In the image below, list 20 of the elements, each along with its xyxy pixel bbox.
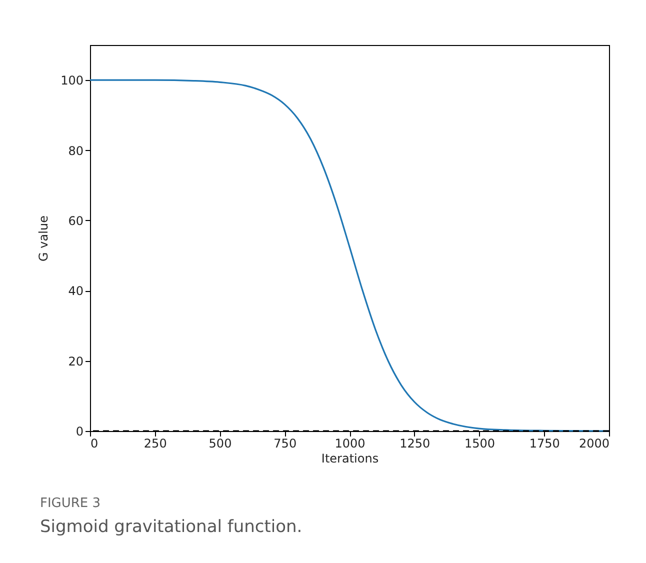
x-tick-label: 250: [144, 436, 167, 450]
x-tick-label: 500: [208, 436, 232, 450]
y-axis-title: G value: [36, 216, 51, 262]
x-tick-label: 1500: [464, 436, 496, 450]
y-tick-label: 100: [60, 74, 84, 88]
x-tick-label: 2000: [578, 436, 610, 450]
y-tick-label: 40: [68, 284, 84, 298]
x-axis-title: Iterations: [321, 452, 379, 466]
line-series: [89, 79, 610, 432]
y-tick-label: 80: [68, 144, 84, 158]
y-tick-label: 20: [68, 354, 84, 368]
y-tick-label: 0: [76, 424, 84, 438]
caption: FIGURE 3: [40, 496, 102, 511]
x-tick-label: 1750: [529, 436, 560, 450]
x-tick-label: 0: [90, 436, 98, 450]
x-tick-label: 750: [274, 436, 297, 450]
x-tick-label: 1000: [334, 436, 366, 450]
x-tick-label: 1250: [400, 436, 430, 450]
text: Sigmoid gravitational function.: [40, 517, 302, 537]
y-tick-label: 60: [68, 214, 84, 228]
